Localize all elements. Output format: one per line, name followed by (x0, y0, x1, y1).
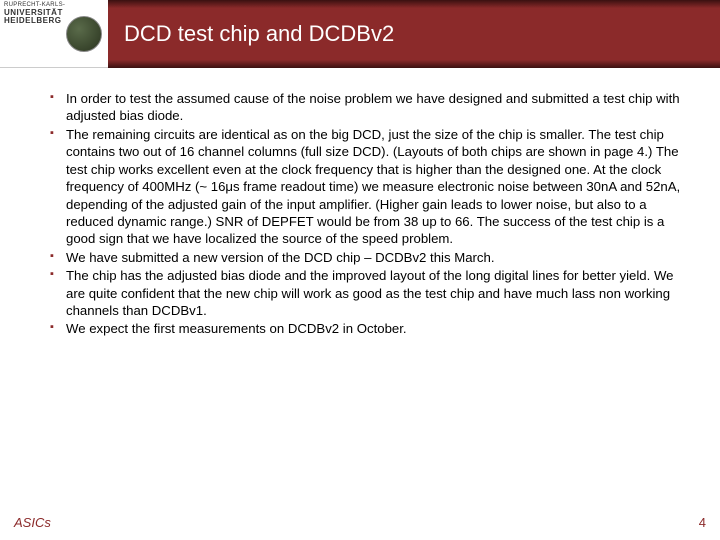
bullet-item: We have submitted a new version of the D… (50, 249, 686, 266)
logo-line3: HEIDELBERG (4, 17, 65, 26)
university-seal-icon (66, 16, 102, 52)
bullet-list: In order to test the assumed cause of th… (50, 90, 686, 338)
bullet-item: In order to test the assumed cause of th… (50, 90, 686, 125)
title-bar: DCD test chip and DCDBv2 (108, 0, 720, 68)
page-number: 4 (699, 515, 706, 530)
university-logo: RUPRECHT-KARLS- UNIVERSITÄT HEIDELBERG (0, 0, 108, 68)
slide-footer: ASICs 4 (0, 515, 720, 530)
slide-title: DCD test chip and DCDBv2 (124, 21, 394, 47)
bullet-item: The chip has the adjusted bias diode and… (50, 267, 686, 319)
logo-text: RUPRECHT-KARLS- UNIVERSITÄT HEIDELBERG (4, 2, 65, 26)
footer-left: ASICs (14, 515, 51, 530)
bullet-item: The remaining circuits are identical as … (50, 126, 686, 248)
bullet-item: We expect the first measurements on DCDB… (50, 320, 686, 337)
slide-header: RUPRECHT-KARLS- UNIVERSITÄT HEIDELBERG D… (0, 0, 720, 68)
slide-body: In order to test the assumed cause of th… (0, 68, 720, 338)
